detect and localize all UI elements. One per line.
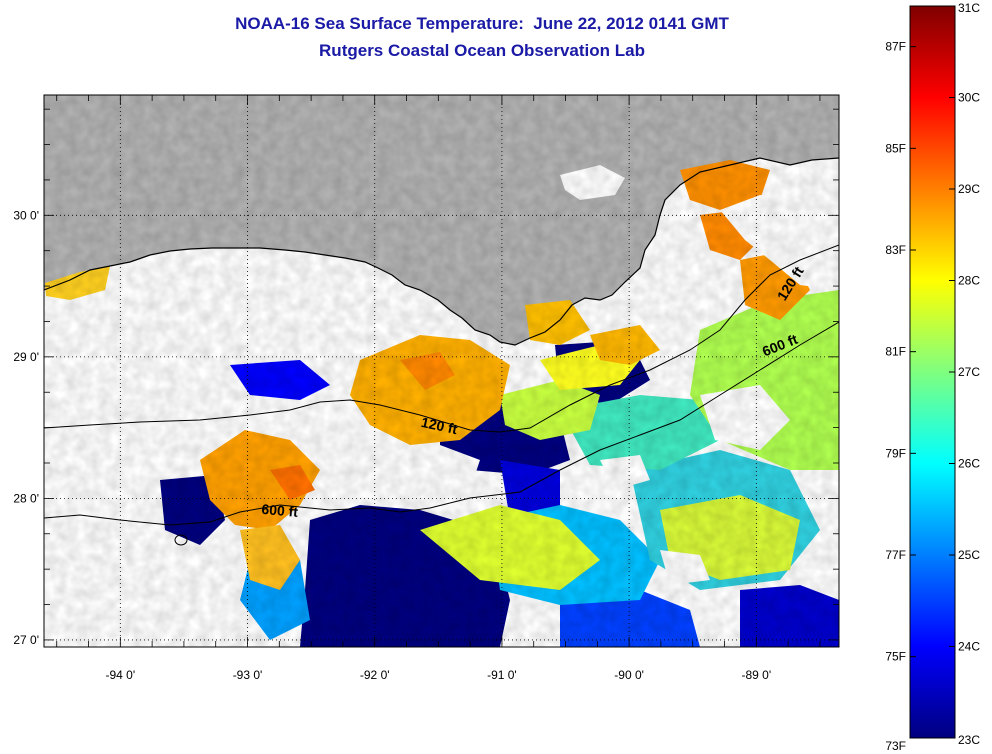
lon-tick-label: -91 0' [487, 668, 517, 682]
contour-label: 600 ft [261, 501, 299, 520]
contour-120ft [44, 244, 839, 433]
lat-tick-label: 28 0' [13, 491, 39, 505]
map-plot-area [44, 95, 839, 647]
lon-tick-label: -90 0' [614, 668, 644, 682]
lat-tick-label: 27 0' [13, 633, 39, 647]
map-gridlines [44, 95, 839, 647]
lon-tick-label: -89 0' [741, 668, 771, 682]
fahrenheit-tick-label: 79F [885, 446, 906, 460]
contour-label: 120 ft [420, 414, 459, 437]
map-subtitle: Rutgers Coastal Ocean Observation Lab [319, 41, 645, 60]
celsius-tick-label: 24C [958, 640, 980, 654]
map-title: NOAA-16 Sea Surface Temperature: June 22… [235, 14, 729, 33]
axis-tick-labels: -94 0' -93 0' -92 0' -91 0' -90 0' -89 0' 30 0… [13, 208, 771, 682]
celsius-tick-label: 29C [958, 182, 980, 196]
colorbar-ticks: 31C 30C 29C 28C 27C 26C 25C 24C 23C 87F 85F 83F 81F 7… [885, 1, 980, 753]
map-frame [43, 94, 840, 648]
lon-tick-label: -94 0' [105, 668, 135, 682]
axis-ticks [44, 95, 839, 647]
fahrenheit-tick-label: 81F [885, 345, 906, 359]
sst-texture [44, 95, 839, 647]
celsius-tick-label: 26C [958, 457, 980, 471]
fahrenheit-tick-label: 75F [885, 650, 906, 664]
lon-tick-label: -93 0' [233, 668, 263, 682]
temperature-colorbar: 31C 30C 29C 28C 27C 26C 25C 24C 23C 87F 85F 83F 81F 7… [885, 1, 980, 753]
fahrenheit-tick-label: 73F [885, 739, 906, 753]
celsius-tick-label: 31C [958, 1, 980, 15]
celsius-tick-label: 28C [958, 274, 980, 288]
fahrenheit-tick-label: 85F [885, 141, 906, 155]
celsius-tick-label: 27C [958, 365, 980, 379]
lat-tick-label: 29 0' [13, 350, 39, 364]
fahrenheit-tick-label: 77F [885, 548, 906, 562]
celsius-tick-label: 25C [958, 548, 980, 562]
fahrenheit-tick-label: 87F [885, 40, 906, 54]
coastline [44, 157, 839, 346]
fahrenheit-tick-label: 83F [885, 243, 906, 257]
lat-tick-label: 30 0' [13, 208, 39, 222]
celsius-tick-label: 23C [958, 733, 980, 747]
contour-600ft [44, 321, 839, 526]
colorbar-gradient [910, 6, 955, 738]
contour-600ft-loop [174, 534, 188, 546]
celsius-tick-label: 30C [958, 91, 980, 105]
lon-tick-label: -92 0' [360, 668, 390, 682]
